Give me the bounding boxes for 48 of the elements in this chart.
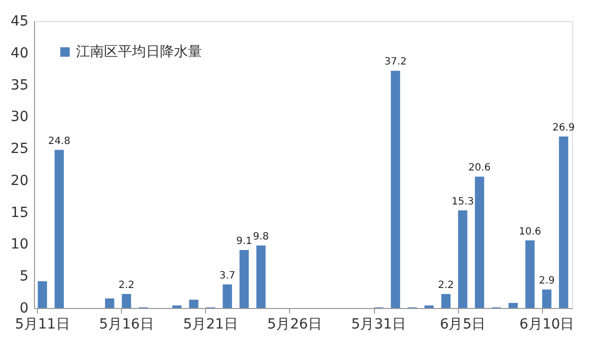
bar xyxy=(458,210,468,308)
bar xyxy=(390,70,400,308)
x-tick-label: 5月16日 xyxy=(99,316,154,332)
bar xyxy=(424,305,434,308)
x-tick-label: 5月26日 xyxy=(267,316,322,332)
data-label: 37.2 xyxy=(384,56,407,68)
y-tick-label: 10 xyxy=(10,236,28,253)
bar xyxy=(542,290,552,308)
bar xyxy=(441,294,451,308)
bar xyxy=(525,240,535,308)
x-tick-label: 5月11日 xyxy=(15,316,70,332)
bar xyxy=(222,284,232,308)
bar xyxy=(508,302,518,308)
data-label: 2.2 xyxy=(118,280,134,291)
y-tick-label: 35 xyxy=(10,77,28,94)
bar xyxy=(240,250,249,308)
y-tick-label: 15 xyxy=(10,204,28,221)
data-label: 24.8 xyxy=(48,136,70,147)
x-tick-label: 5月21日 xyxy=(183,316,238,332)
y-tick-label: 30 xyxy=(10,109,28,126)
y-tick-label: 5 xyxy=(20,268,28,285)
y-tick-label: 0 xyxy=(20,300,28,316)
data-label: 9.8 xyxy=(253,232,269,242)
data-label: 9.1 xyxy=(236,236,252,247)
y-tick-label: 20 xyxy=(10,172,28,189)
x-tick-label: 6月5日 xyxy=(440,316,486,332)
data-label: 2.9 xyxy=(538,276,555,287)
y-tick-label: 40 xyxy=(10,45,28,62)
data-label: 20.6 xyxy=(468,162,491,174)
bar xyxy=(474,176,484,308)
bar xyxy=(558,136,568,308)
x-tick-label: 5月31日 xyxy=(351,316,406,332)
bar xyxy=(256,246,266,308)
x-tick-label: 6月10日 xyxy=(519,316,574,332)
data-label: 26.9 xyxy=(552,122,575,134)
bar xyxy=(172,305,182,308)
bar xyxy=(38,281,48,308)
data-label: 15.3 xyxy=(452,196,474,208)
bar xyxy=(54,150,64,308)
data-label: 2.2 xyxy=(438,280,454,291)
y-tick-label: 25 xyxy=(10,141,28,158)
bar xyxy=(105,298,114,308)
bar xyxy=(189,300,198,308)
bar xyxy=(122,294,132,308)
data-label: 3.7 xyxy=(219,270,236,282)
data-label: 10.6 xyxy=(518,226,542,238)
legend-label: 江南区平均日降水量 xyxy=(76,44,202,60)
y-tick-label: 45 xyxy=(10,14,28,30)
